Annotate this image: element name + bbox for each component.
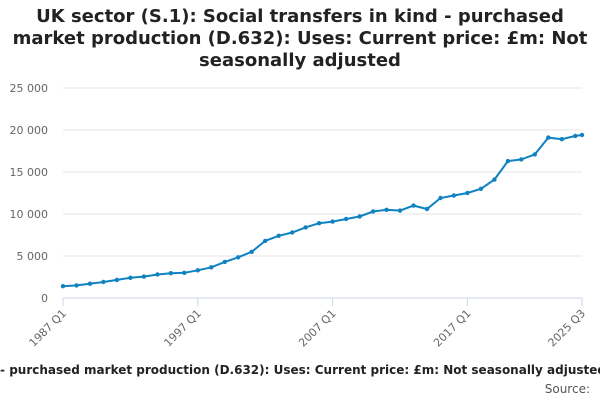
data-point — [303, 225, 308, 230]
data-point — [411, 203, 416, 208]
data-point — [168, 271, 173, 276]
legend-item[interactable]: UK sector (S.1): Social transfers in kin… — [0, 363, 600, 377]
y-tick-label: 25 000 — [10, 82, 49, 95]
data-point — [87, 281, 93, 286]
y-tick-label: 10 000 — [10, 208, 49, 221]
data-point — [546, 135, 551, 140]
data-point — [290, 230, 295, 235]
series-line — [62, 134, 583, 288]
data-point — [236, 255, 241, 260]
chart-title: UK sector (S.1): Social transfers in kin… — [12, 6, 588, 71]
x-tick-label: 2007 Q1 — [296, 307, 339, 350]
data-point — [424, 206, 430, 212]
data-point — [384, 207, 389, 212]
x-tick-label: 2025 Q3 — [546, 307, 589, 350]
data-point — [505, 158, 511, 164]
data-point — [559, 137, 564, 142]
y-tick-label: 20 000 — [10, 124, 49, 137]
data-point — [397, 208, 403, 213]
data-point — [60, 284, 66, 289]
y-tick-label: 0 — [41, 292, 48, 305]
x-tick-label: 1997 Q1 — [161, 307, 204, 350]
data-point — [209, 265, 214, 270]
data-point — [101, 279, 106, 285]
data-point — [343, 216, 349, 222]
data-point — [478, 186, 484, 191]
data-point — [492, 177, 497, 182]
data-point — [74, 283, 79, 288]
data-point — [532, 152, 537, 157]
data-point — [438, 195, 443, 201]
data-point — [316, 221, 322, 226]
y-tick-label: 5 000 — [17, 250, 49, 263]
data-point — [263, 238, 268, 244]
source-credit[interactable]: Source: — [544, 382, 590, 396]
data-point — [451, 193, 457, 198]
data-point — [573, 133, 578, 139]
data-point — [128, 275, 133, 280]
data-point — [141, 274, 147, 279]
data-point — [222, 259, 227, 265]
data-point — [114, 277, 120, 283]
data-point — [357, 214, 362, 219]
data-point — [195, 268, 200, 273]
data-point — [370, 209, 376, 214]
x-tick-label: 1987 Q1 — [27, 307, 70, 350]
data-point — [249, 249, 254, 254]
data-point — [182, 270, 187, 275]
legend[interactable]: UK sector (S.1): Social transfers in kin… — [0, 363, 600, 381]
x-tick-label: 2017 Q1 — [431, 307, 474, 350]
data-point — [330, 219, 335, 224]
data-point — [465, 190, 470, 196]
y-tick-label: 15 000 — [10, 166, 49, 179]
data-point — [519, 157, 524, 162]
data-point — [579, 132, 585, 138]
data-point — [155, 272, 160, 277]
data-point — [276, 233, 281, 238]
